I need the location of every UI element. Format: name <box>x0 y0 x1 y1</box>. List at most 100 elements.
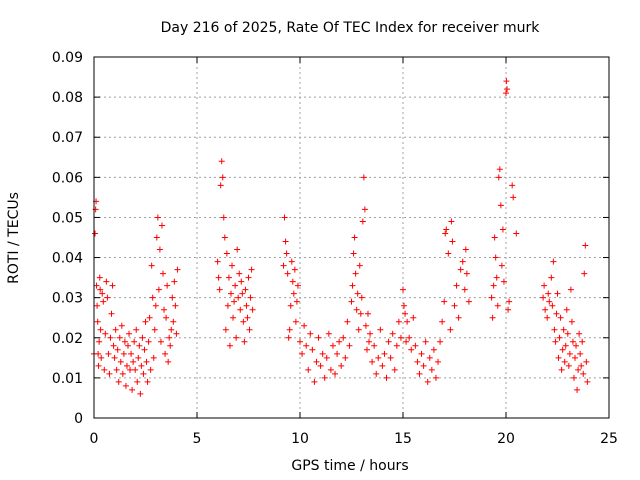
data-point <box>443 226 450 233</box>
data-point <box>299 350 306 357</box>
data-point <box>350 250 357 257</box>
plot-frame <box>93 56 610 419</box>
data-point <box>227 290 234 297</box>
data-point <box>435 358 442 365</box>
data-point <box>420 362 427 369</box>
x-tick-label: 10 <box>291 431 309 447</box>
data-point <box>387 354 394 361</box>
data-point <box>99 290 106 297</box>
data-point <box>403 338 410 345</box>
data-point <box>122 382 129 389</box>
data-point <box>97 326 104 333</box>
data-point <box>147 366 154 373</box>
data-point <box>358 294 365 301</box>
data-point <box>101 366 108 373</box>
data-point <box>294 282 301 289</box>
data-point <box>349 282 356 289</box>
data-point <box>285 334 292 341</box>
data-point <box>437 338 444 345</box>
data-point <box>141 346 148 353</box>
data-point <box>132 366 139 373</box>
data-point <box>115 378 122 385</box>
data-point <box>447 326 454 333</box>
data-point <box>94 302 101 309</box>
data-point <box>313 358 320 365</box>
data-point <box>555 354 562 361</box>
data-point <box>288 258 295 265</box>
data-point <box>138 362 145 369</box>
data-point <box>336 338 343 345</box>
data-point <box>113 366 120 373</box>
grid <box>94 57 609 418</box>
data-point <box>152 302 159 309</box>
data-point <box>565 362 572 369</box>
data-point <box>548 274 555 281</box>
data-point <box>346 342 353 349</box>
data-point <box>355 326 362 333</box>
data-point <box>498 262 505 269</box>
y-tick-label: 0.03 <box>52 291 83 307</box>
data-point <box>303 342 310 349</box>
data-point <box>232 282 239 289</box>
data-point <box>369 358 376 365</box>
data-point <box>235 294 242 301</box>
data-point <box>442 230 449 237</box>
data-point <box>575 366 582 373</box>
data-point <box>131 338 138 345</box>
data-point <box>569 338 576 345</box>
data-point <box>564 330 571 337</box>
data-point <box>293 298 300 305</box>
data-point <box>546 298 553 305</box>
data-point <box>167 342 174 349</box>
data-point <box>151 326 158 333</box>
data-point <box>95 350 102 357</box>
x-tick-label: 5 <box>193 431 202 447</box>
data-point <box>500 278 507 285</box>
data-point <box>553 310 560 317</box>
data-point <box>393 342 400 349</box>
data-point <box>222 326 229 333</box>
data-point <box>505 306 512 313</box>
data-point <box>103 278 110 285</box>
data-point <box>416 370 423 377</box>
data-point <box>373 370 380 377</box>
data-point <box>280 262 287 269</box>
y-tick-label: 0.09 <box>52 50 83 66</box>
data-point <box>150 354 157 361</box>
data-point <box>362 322 369 329</box>
data-point <box>291 266 298 273</box>
data-point <box>366 338 373 345</box>
data-point <box>169 294 176 301</box>
data-point <box>397 334 404 341</box>
data-point <box>459 258 466 265</box>
data-point <box>340 334 347 341</box>
data-point <box>359 218 366 225</box>
data-point <box>510 194 517 201</box>
data-point <box>311 378 318 385</box>
data-point <box>578 362 585 369</box>
data-point <box>139 334 146 341</box>
data-point <box>455 314 462 321</box>
data-point <box>426 354 433 361</box>
data-point <box>544 314 551 321</box>
data-point <box>462 246 469 253</box>
data-point <box>550 258 557 265</box>
data-point <box>412 342 419 349</box>
data-point <box>301 322 308 329</box>
data-point <box>395 318 402 325</box>
data-point <box>513 230 520 237</box>
data-point <box>509 182 516 189</box>
data-point <box>424 378 431 385</box>
data-point <box>418 350 425 357</box>
x-tick-label: 20 <box>497 431 515 447</box>
data-point <box>128 350 135 357</box>
data-point <box>287 302 294 309</box>
data-point <box>570 374 577 381</box>
data-point <box>439 318 446 325</box>
y-tick-label: 0.01 <box>52 371 83 387</box>
data-point <box>549 302 556 309</box>
data-point <box>360 174 367 181</box>
data-point <box>149 294 156 301</box>
data-point <box>281 214 288 221</box>
data-point <box>441 298 448 305</box>
